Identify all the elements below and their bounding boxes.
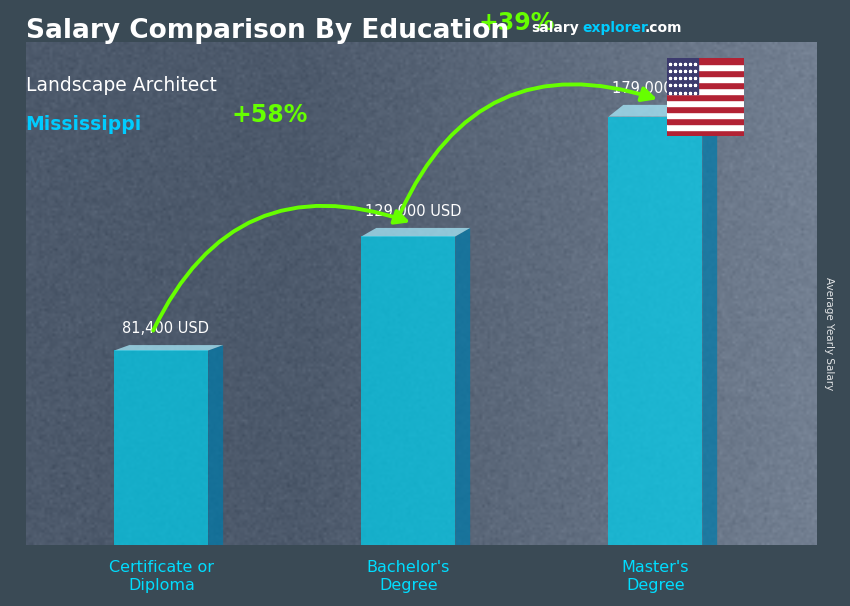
Bar	[667, 106, 744, 112]
Bar	[667, 124, 744, 130]
Polygon shape	[115, 350, 208, 545]
Text: .com: .com	[644, 21, 682, 35]
Text: +58%: +58%	[232, 103, 309, 127]
Bar	[667, 94, 744, 100]
Text: Mississippi: Mississippi	[26, 115, 142, 134]
Polygon shape	[609, 117, 702, 545]
Text: Landscape Architect: Landscape Architect	[26, 76, 217, 95]
Bar	[667, 58, 744, 64]
Polygon shape	[115, 345, 223, 350]
Polygon shape	[702, 105, 717, 545]
FancyArrowPatch shape	[153, 206, 406, 331]
FancyArrowPatch shape	[400, 84, 653, 213]
Bar	[667, 70, 744, 76]
Text: 179,000 USD: 179,000 USD	[612, 81, 708, 96]
Text: Salary Comparison By Education: Salary Comparison By Education	[26, 18, 508, 44]
Bar	[667, 130, 744, 136]
Bar	[667, 118, 744, 124]
Polygon shape	[361, 236, 456, 545]
Bar	[667, 58, 698, 94]
Text: 81,400 USD: 81,400 USD	[122, 321, 209, 336]
Text: 129,000 USD: 129,000 USD	[365, 204, 461, 219]
Text: Bachelor's
Degree: Bachelor's Degree	[366, 561, 451, 593]
Text: +39%: +39%	[479, 11, 555, 35]
Text: salary: salary	[531, 21, 579, 35]
Bar	[667, 82, 744, 88]
Polygon shape	[609, 105, 717, 117]
Polygon shape	[208, 345, 223, 545]
Text: Certificate or
Diploma: Certificate or Diploma	[109, 561, 214, 593]
Bar	[667, 76, 744, 82]
Polygon shape	[361, 228, 470, 236]
Bar	[667, 100, 744, 106]
Bar	[667, 112, 744, 118]
Text: explorer: explorer	[582, 21, 648, 35]
Bar	[667, 64, 744, 70]
Polygon shape	[456, 228, 470, 545]
Text: Master's
Degree: Master's Degree	[621, 561, 689, 593]
Text: Average Yearly Salary: Average Yearly Salary	[824, 277, 834, 390]
Bar	[667, 88, 744, 94]
